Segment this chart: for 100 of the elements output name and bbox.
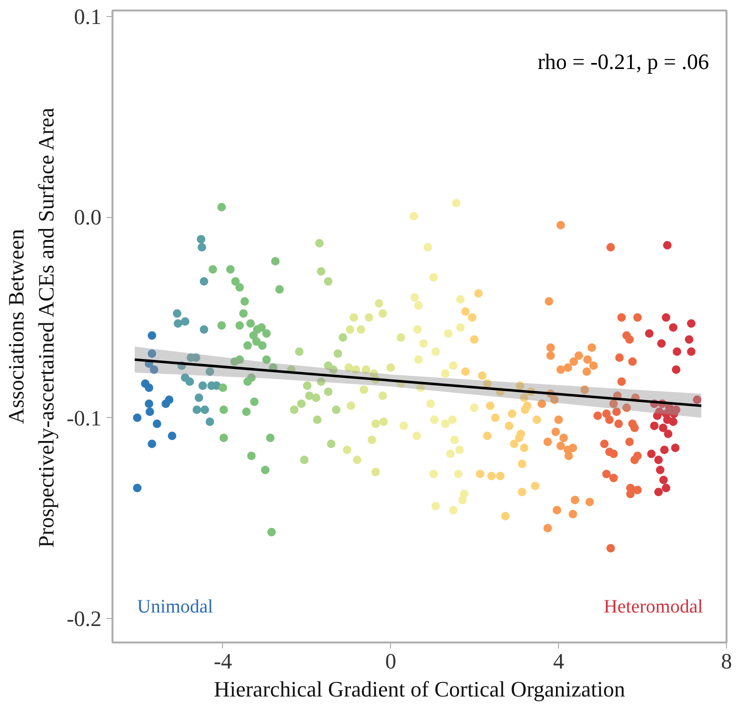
point bbox=[206, 367, 214, 376]
point bbox=[551, 428, 560, 436]
point bbox=[476, 470, 484, 478]
point bbox=[246, 319, 255, 328]
point bbox=[609, 400, 618, 408]
point bbox=[329, 365, 338, 374]
point bbox=[266, 434, 275, 442]
point bbox=[470, 404, 479, 412]
point bbox=[312, 393, 320, 402]
point bbox=[486, 402, 494, 410]
point bbox=[605, 416, 614, 424]
point bbox=[657, 339, 666, 348]
point bbox=[356, 325, 366, 334]
point bbox=[144, 383, 154, 392]
point bbox=[446, 450, 455, 458]
point bbox=[416, 383, 425, 392]
point bbox=[133, 414, 142, 422]
point bbox=[609, 450, 618, 458]
point bbox=[478, 371, 486, 380]
point bbox=[258, 341, 267, 350]
point bbox=[316, 377, 326, 386]
y-tick-label: -0.1 bbox=[66, 405, 102, 430]
point bbox=[426, 400, 435, 408]
point bbox=[219, 406, 228, 414]
point bbox=[456, 295, 465, 304]
point bbox=[206, 418, 214, 426]
point bbox=[508, 410, 516, 418]
point bbox=[663, 241, 672, 250]
point bbox=[647, 450, 656, 458]
point bbox=[148, 440, 156, 448]
point bbox=[617, 377, 626, 386]
point bbox=[262, 329, 271, 338]
point bbox=[454, 470, 463, 478]
point bbox=[600, 440, 609, 448]
point bbox=[344, 363, 354, 372]
point bbox=[662, 313, 670, 322]
point bbox=[538, 400, 546, 408]
point bbox=[625, 335, 634, 344]
point bbox=[449, 506, 458, 514]
point bbox=[423, 243, 432, 252]
point bbox=[554, 416, 563, 424]
point bbox=[429, 470, 438, 478]
point bbox=[419, 339, 428, 348]
point bbox=[504, 422, 514, 430]
point bbox=[313, 416, 322, 424]
point bbox=[346, 402, 356, 410]
point bbox=[219, 434, 228, 442]
point bbox=[324, 277, 332, 286]
y-axis-title: Associations Between Prospectively-ascertained ACEs and Surface Area bbox=[4, 108, 59, 548]
point bbox=[654, 456, 663, 464]
point bbox=[350, 313, 358, 322]
point bbox=[412, 432, 422, 440]
point bbox=[410, 212, 418, 220]
point bbox=[668, 323, 678, 332]
point bbox=[532, 416, 542, 424]
point bbox=[668, 418, 678, 426]
point bbox=[659, 476, 668, 484]
point bbox=[588, 343, 596, 352]
point bbox=[510, 440, 518, 448]
point bbox=[625, 438, 634, 446]
point bbox=[146, 408, 154, 416]
point bbox=[456, 323, 465, 332]
point bbox=[582, 367, 591, 376]
point bbox=[400, 422, 408, 430]
point bbox=[226, 265, 235, 274]
point bbox=[324, 387, 332, 396]
point bbox=[520, 444, 528, 452]
point bbox=[342, 446, 352, 454]
line-series bbox=[133, 358, 703, 407]
point bbox=[168, 432, 176, 440]
point bbox=[583, 355, 592, 364]
point bbox=[589, 361, 598, 370]
point bbox=[574, 351, 584, 360]
point bbox=[414, 355, 423, 364]
point bbox=[672, 365, 680, 374]
point bbox=[338, 333, 348, 342]
point bbox=[200, 325, 208, 334]
point bbox=[235, 321, 244, 330]
point bbox=[633, 486, 642, 494]
point bbox=[196, 234, 206, 244]
annotation: Heteromodal bbox=[604, 596, 703, 618]
x-tick-label: -4 bbox=[214, 648, 232, 674]
point bbox=[653, 412, 662, 420]
point bbox=[243, 341, 252, 350]
point bbox=[530, 482, 540, 490]
point bbox=[441, 369, 450, 378]
point bbox=[200, 277, 208, 286]
point bbox=[461, 307, 470, 316]
point bbox=[379, 418, 388, 426]
point bbox=[364, 313, 374, 322]
point bbox=[449, 361, 458, 370]
point bbox=[686, 347, 696, 356]
point bbox=[615, 353, 624, 362]
point bbox=[684, 335, 694, 344]
point bbox=[198, 243, 206, 252]
point bbox=[198, 381, 207, 390]
point bbox=[185, 377, 194, 386]
point bbox=[148, 349, 156, 358]
point bbox=[543, 524, 552, 532]
point bbox=[271, 257, 280, 266]
